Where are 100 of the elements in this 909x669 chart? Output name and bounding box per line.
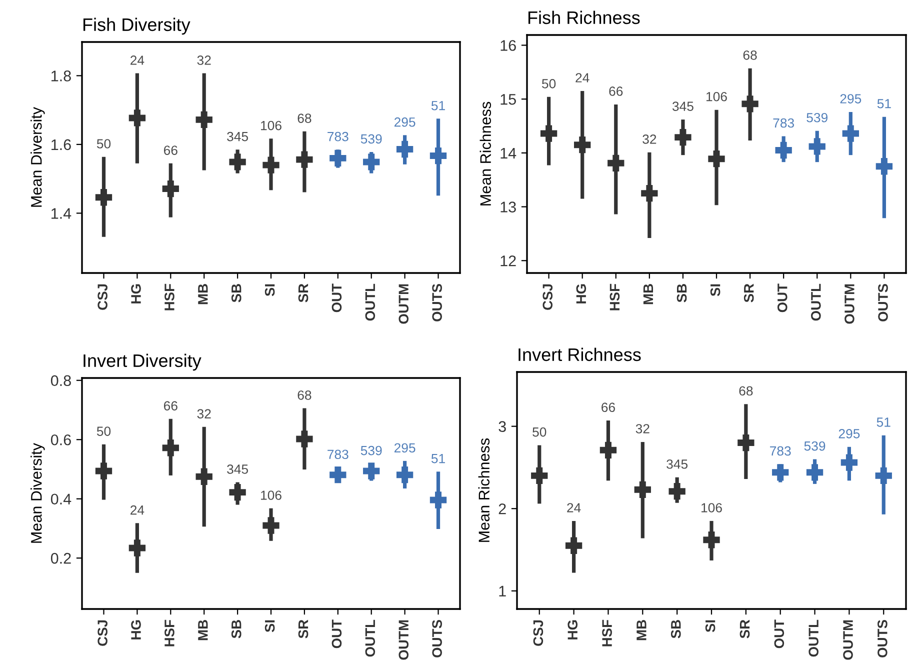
annotation: 24 [130, 505, 144, 515]
point [608, 154, 624, 172]
x-tick-label: SI [710, 284, 720, 296]
annotation: 51 [877, 99, 891, 108]
y-tick-label: 1.8 [52, 70, 71, 82]
point [738, 434, 754, 452]
annotation: 539 [804, 441, 826, 451]
annotation: 68 [298, 114, 312, 123]
point [396, 140, 414, 158]
x-tick-label: OUTM [398, 284, 409, 324]
annotation: 539 [360, 134, 382, 144]
chart-title: Invert Diversity [84, 354, 202, 371]
x-tick-label: OUTS [878, 620, 888, 658]
annotation: 783 [770, 446, 791, 456]
x-tick-label: OUTS [432, 620, 442, 658]
point [775, 142, 792, 159]
annotation: 32 [636, 424, 650, 434]
x-tick-label: HSF [610, 284, 620, 310]
y-axis-title: Mean Diversity [30, 443, 45, 543]
x-tick-label: OUTM [844, 284, 854, 324]
annotation: 783 [773, 118, 794, 128]
x-tick-label: HG [131, 620, 141, 640]
y-tick-label: 2 [498, 503, 506, 514]
y-tick-label: 0.8 [50, 375, 71, 386]
y-tick-label: 13 [500, 202, 516, 212]
x-tick-label: HG [576, 284, 586, 304]
annotation: 783 [328, 450, 348, 460]
annotation: 295 [838, 429, 860, 438]
y-tick-label: 1 [499, 586, 506, 596]
point [296, 430, 313, 448]
annotation: 50 [96, 139, 111, 148]
annotation: 345 [672, 102, 694, 111]
x-tick-label: OUTL [365, 620, 376, 657]
annotation: 50 [96, 426, 111, 436]
annotation: 539 [806, 112, 828, 122]
annotation: 24 [130, 56, 144, 65]
y-tick-label: 0.6 [50, 434, 71, 446]
annotation: 66 [164, 146, 178, 155]
x-tick-label: SB [676, 284, 687, 302]
point [703, 532, 720, 548]
annotation: 295 [394, 443, 416, 453]
point [634, 481, 651, 498]
point [196, 468, 212, 485]
x-tick-label: OUTS [878, 284, 888, 322]
x-tick-label: OUTS [432, 284, 442, 322]
annotation: 51 [876, 418, 890, 427]
x-tick-label: CSJ [98, 620, 108, 646]
point [840, 454, 858, 471]
annotation: 539 [360, 446, 382, 456]
annotation: 783 [328, 132, 348, 142]
y-tick-label: 0.2 [50, 552, 71, 564]
annotation: 106 [261, 490, 282, 500]
annotation: 32 [197, 56, 211, 65]
point [742, 96, 758, 112]
y-tick-label: 1.4 [52, 208, 72, 219]
x-tick-label: MB [636, 620, 646, 640]
x-tick-label: OUT [777, 284, 788, 312]
annotation: 345 [666, 459, 688, 469]
x-tick-label: OUTL [811, 284, 821, 321]
annotation: 106 [706, 92, 727, 102]
y-axis-title: Mean Richness [478, 438, 490, 542]
point [600, 442, 617, 459]
x-tick-label: SR [298, 620, 308, 638]
annotation: 51 [431, 101, 445, 110]
x-tick-label: MB [643, 284, 654, 304]
annotation: 68 [743, 50, 757, 60]
x-tick-label: SB [231, 620, 242, 638]
point [363, 462, 380, 480]
point [842, 125, 859, 142]
point [196, 111, 212, 128]
point [262, 156, 280, 174]
point [668, 482, 686, 500]
x-tick-label: SI [264, 284, 275, 296]
y-tick-label: 14 [500, 148, 516, 158]
x-tick-label: SR [298, 284, 308, 302]
point [531, 467, 548, 484]
y-axis-title: Mean Diversity [30, 107, 45, 207]
x-tick-label: OUTL [808, 620, 819, 657]
point [128, 110, 146, 126]
point [162, 180, 179, 198]
point [330, 466, 346, 484]
x-tick-label: OUTL [365, 284, 376, 321]
annotation: 24 [567, 503, 581, 512]
point [875, 467, 892, 484]
y-tick-label: 0.4 [50, 494, 72, 505]
annotation: 345 [227, 464, 248, 474]
x-tick-label: HSF [602, 620, 612, 646]
x-tick-label: SR [744, 284, 754, 302]
point [95, 462, 112, 480]
x-tick-label: OUT [332, 284, 342, 312]
y-tick-label: 1.6 [52, 139, 71, 150]
annotation: 66 [602, 402, 615, 412]
x-tick-label: CSJ [98, 284, 108, 310]
annotation: 32 [642, 134, 656, 144]
point [229, 154, 246, 170]
x-tick-label: MB [198, 284, 208, 304]
y-tick-label: 15 [500, 94, 516, 105]
point [574, 136, 591, 154]
x-tick-label: OUTM [843, 620, 853, 660]
annotation: 50 [532, 427, 546, 437]
